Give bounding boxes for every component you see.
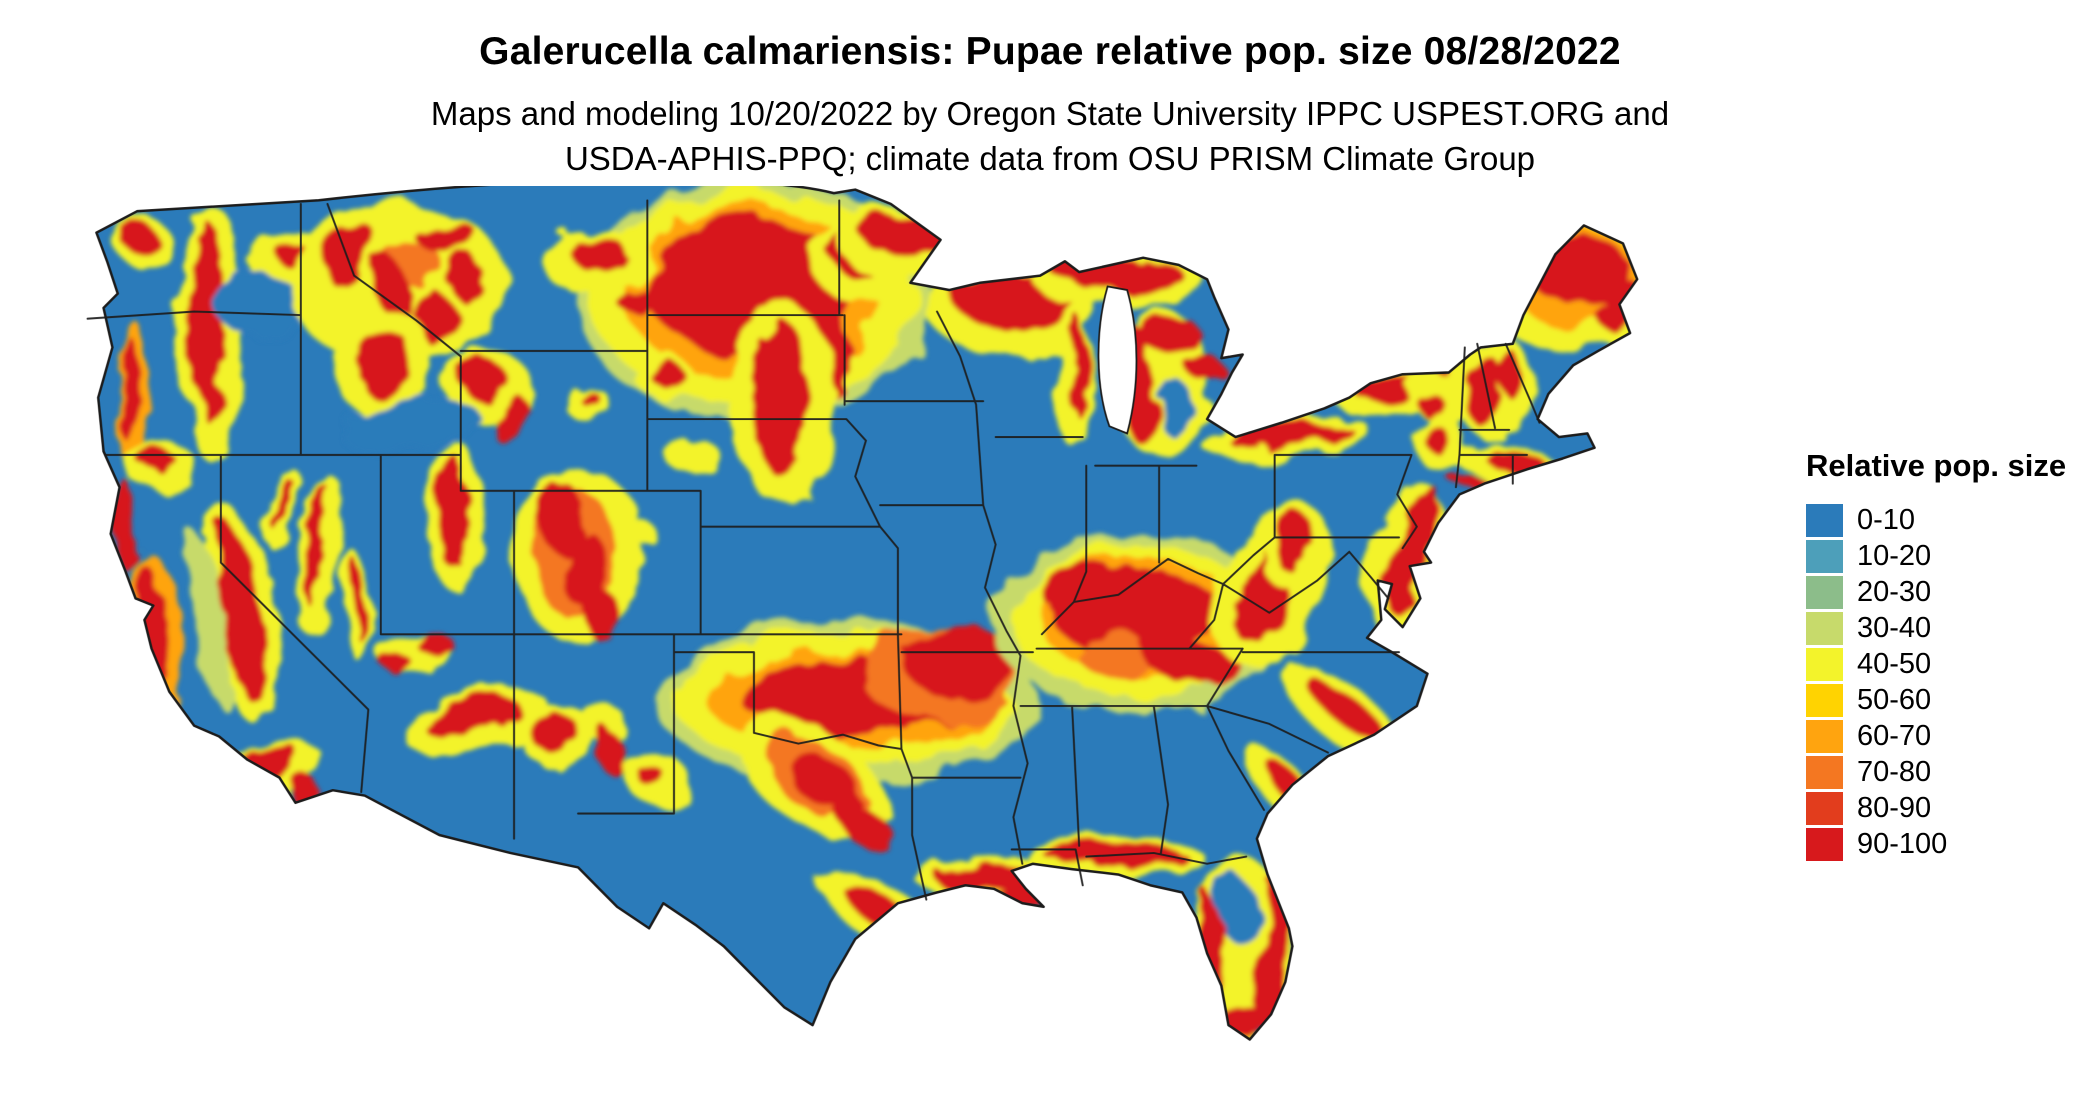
legend-label: 50-60	[1857, 683, 1932, 716]
legend-item-10-20: 10-20	[1806, 538, 2066, 574]
legend-swatch	[1806, 683, 1843, 717]
legend-item-30-40: 30-40	[1806, 610, 2066, 646]
legend-label: 0-10	[1857, 503, 1916, 536]
legend-item-80-90: 80-90	[1806, 790, 2066, 826]
legend-swatch	[1806, 539, 1843, 573]
us-outline	[95, 186, 1639, 1041]
figure-subtitle: Maps and modeling 10/20/2022 by Oregon S…	[0, 92, 2100, 181]
legend-label: 20-30	[1857, 575, 1932, 608]
legend-swatch	[1806, 791, 1843, 825]
legend-item-20-30: 20-30	[1806, 574, 2066, 610]
legend-swatch	[1806, 827, 1843, 861]
us-map	[52, 186, 1758, 1104]
legend-label: 30-40	[1857, 611, 1932, 644]
legend-swatch	[1806, 611, 1843, 645]
legend-swatch	[1806, 719, 1843, 753]
figure-subtitle-line1: Maps and modeling 10/20/2022 by Oregon S…	[430, 95, 1670, 132]
legend-swatch	[1806, 755, 1843, 789]
legend: Relative pop. size 0-10 10-20 20-30 30-40 40…	[1806, 448, 2066, 862]
legend-swatch	[1806, 647, 1843, 681]
legend-label: 70-80	[1857, 755, 1932, 788]
legend-item-0-10: 0-10	[1806, 502, 2066, 538]
figure-title: Galerucella calmariensis: Pupae relative…	[479, 30, 1621, 73]
legend-label: 90-100	[1857, 827, 1948, 860]
us-map-svg	[86, 186, 1639, 1041]
lake-michigan	[1097, 285, 1138, 435]
state-borders	[86, 199, 1541, 901]
legend-label: 40-50	[1857, 647, 1932, 680]
legend-item-50-60: 50-60	[1806, 682, 2066, 718]
legend-title: Relative pop. size	[1806, 448, 2067, 483]
legend-swatch	[1806, 575, 1843, 609]
legend-item-40-50: 40-50	[1806, 646, 2066, 682]
legend-swatch	[1806, 503, 1843, 537]
legend-items: 0-10 10-20 20-30 30-40 40-50 50-60 60-70 70-80 8…	[1806, 502, 2066, 862]
legend-item-60-70: 60-70	[1806, 718, 2066, 754]
raster-layer	[96, 186, 1638, 1040]
figure-subtitle-line2: USDA-APHIS-PPQ; climate data from OSU PR…	[564, 139, 1536, 177]
legend-label: 80-90	[1857, 791, 1932, 824]
legend-item-70-80: 70-80	[1806, 754, 2066, 790]
legend-label: 60-70	[1857, 719, 1932, 752]
legend-item-90-100: 90-100	[1806, 826, 2066, 862]
legend-label: 10-20	[1857, 539, 1932, 572]
